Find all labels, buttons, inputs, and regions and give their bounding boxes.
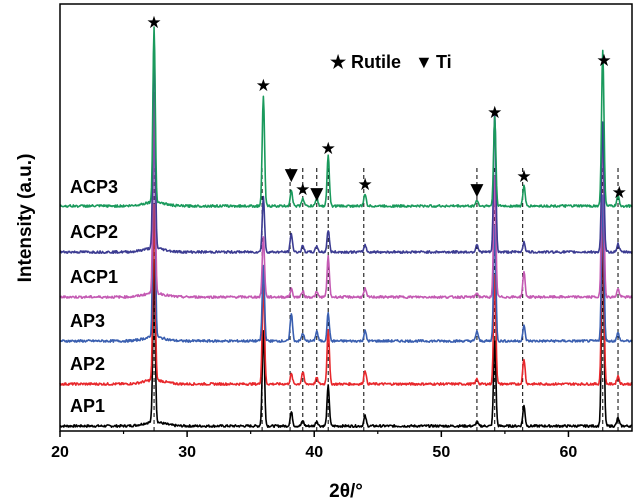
phase-markers: ★★▼★ ▼★★ ▼★★★★: [146, 13, 626, 204]
series-line-acp3: [59, 26, 633, 208]
x-tick-label: 40: [305, 444, 323, 461]
series-label-acp2: ACP2: [70, 222, 118, 242]
x-tick-label: 60: [560, 444, 578, 461]
series-line-ap3: [59, 112, 633, 343]
plot-frame: [59, 3, 633, 432]
legend-rutile-label: Rutile: [351, 52, 401, 72]
y-axis-title: Intensity (a.u.): [15, 154, 36, 283]
ti-marker: ▼: [310, 184, 324, 204]
ti-marker: ▼: [285, 165, 299, 185]
rutile-marker: ★: [596, 51, 611, 71]
ti-marker: ▼: [470, 180, 484, 200]
rutile-marker: ★: [516, 167, 531, 187]
rutile-marker: ★: [487, 103, 502, 123]
series-label-ap3: AP3: [70, 311, 105, 331]
series-label-acp1: ACP1: [70, 267, 118, 287]
series-line-acp1: [59, 91, 633, 299]
legend: ★ Rutile ▼ Ti: [330, 52, 452, 72]
rutile-marker: ★: [146, 13, 161, 33]
rutile-marker: ★: [612, 183, 627, 203]
legend-rutile-symbol: ★: [330, 52, 347, 72]
series-label-acp3: ACP3: [70, 177, 118, 197]
rutile-marker: ★: [357, 175, 372, 195]
rutile-marker: ★: [295, 180, 310, 200]
x-axis-title: 2θ/°: [329, 481, 363, 502]
series-labels: AP1 AP2 AP3 ACP1 ACP2 ACP3: [70, 177, 118, 416]
x-axis-ticks: 20 30 40 50 60: [51, 431, 577, 461]
x-tick-label: 30: [178, 444, 196, 461]
series-label-ap1: AP1: [70, 396, 105, 416]
rutile-marker: ★: [256, 76, 271, 96]
series-group: [59, 26, 633, 428]
x-tick-label: 20: [51, 444, 69, 461]
rutile-marker: ★: [321, 139, 336, 159]
series-line-ap1: [59, 234, 633, 428]
x-tick-label: 50: [432, 444, 450, 461]
legend-ti-symbol: ▼: [415, 52, 433, 72]
series-label-ap2: AP2: [70, 354, 105, 374]
legend-ti-label: Ti: [436, 52, 452, 72]
